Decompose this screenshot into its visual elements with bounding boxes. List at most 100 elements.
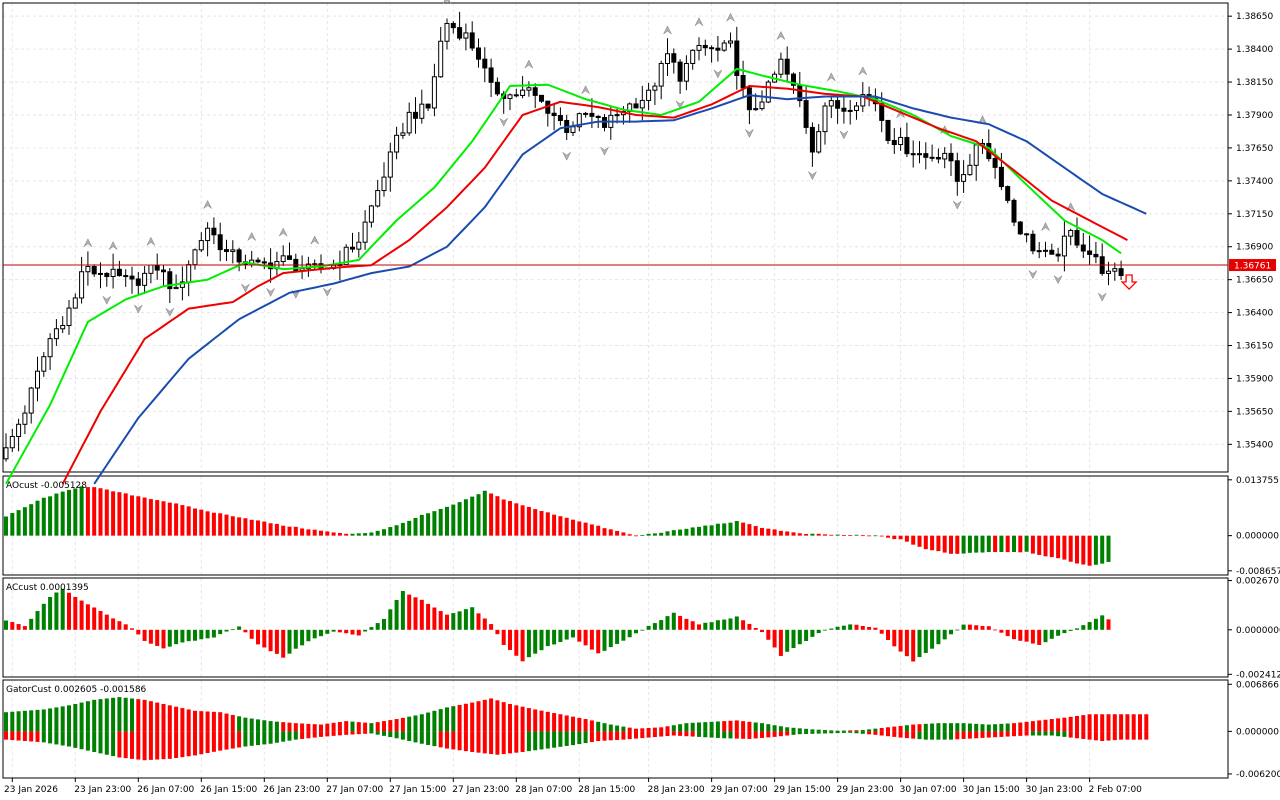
histogram-bar: [690, 621, 695, 630]
candle-bearish: [123, 275, 129, 278]
fractal-up-icon: [524, 59, 534, 69]
fractal-up-icon: [203, 199, 212, 209]
gator-upper-bar: [1043, 719, 1048, 732]
candle-bearish: [425, 103, 431, 109]
pane-frame-gator: [2, 679, 1229, 779]
candle-bullish: [854, 105, 859, 111]
histogram-bar: [545, 629, 550, 647]
gator-lower-bar: [627, 731, 632, 740]
gator-upper-bar: [873, 728, 878, 732]
moving-average-line: [5, 67, 1122, 485]
histogram-bar: [986, 535, 991, 552]
gator-lower-bar: [325, 731, 330, 737]
gator-upper-bar: [1056, 718, 1061, 732]
gator-upper-bar: [363, 722, 368, 732]
gator-upper-bar: [741, 721, 746, 732]
candle-bearish: [482, 58, 488, 69]
histogram-bar: [741, 620, 746, 630]
candle-bearish: [557, 115, 563, 121]
gator-upper-bar: [22, 710, 27, 732]
candle-bullish: [22, 412, 28, 425]
gator-lower-bar: [848, 731, 853, 733]
histogram-bar: [432, 511, 437, 536]
gator-upper-bar: [211, 711, 216, 732]
histogram-bar: [967, 624, 972, 630]
gator-lower-bar: [249, 731, 254, 746]
gator-upper-bar: [715, 721, 720, 732]
gator-upper-bar: [816, 729, 821, 732]
gator-lower-bar: [1119, 731, 1124, 740]
histogram-bar: [60, 588, 65, 630]
histogram-bar: [463, 499, 468, 536]
candle-bearish: [1030, 233, 1036, 252]
histogram-bar: [898, 535, 903, 540]
candle-bearish: [784, 58, 790, 75]
gator-upper-bar: [161, 703, 166, 732]
gator-lower-bar: [892, 731, 897, 737]
histogram-bar: [810, 629, 815, 637]
gator-upper-bar: [293, 723, 298, 732]
gator-upper-bar: [583, 719, 588, 732]
histogram-bar: [369, 532, 374, 536]
gator-lower-bar: [407, 731, 412, 742]
histogram-bar: [873, 535, 878, 537]
gator-upper-bar: [388, 720, 393, 732]
gator-upper-bar: [394, 719, 399, 732]
histogram-bar: [142, 629, 147, 641]
histogram-bar: [363, 533, 368, 536]
gator-upper-bar: [797, 728, 802, 732]
candle-bearish: [910, 153, 916, 156]
histogram-bar: [356, 629, 361, 636]
candle-bearish: [998, 166, 1004, 188]
y-tick-label: 0.006866: [1236, 680, 1279, 690]
histogram-bar: [671, 612, 676, 630]
histogram-bar: [514, 503, 519, 536]
x-tick-label: 23 Jan 2026: [4, 785, 58, 795]
gator-lower-bar: [652, 731, 657, 738]
histogram-bar: [659, 532, 664, 536]
candle-bearish: [261, 261, 267, 264]
fractal-up-icon: [278, 227, 288, 237]
gator-lower-bar: [854, 731, 859, 734]
gator-lower-bar: [4, 731, 8, 740]
time-axis: 23 Jan 2026 23 Jan 23:00 26 Jan 07:00 26 Ja…: [4, 778, 1142, 795]
gator-lower-bar: [558, 731, 563, 747]
main-pane[interactable]: [3, 0, 1228, 485]
histogram-bar: [1043, 535, 1048, 557]
histogram-bar: [841, 625, 846, 630]
histogram-bar: [445, 506, 449, 536]
histogram-bar: [1075, 535, 1079, 564]
gator-upper-bar: [1068, 716, 1073, 732]
gator-upper-bar: [1125, 714, 1130, 732]
candle-bearish: [154, 264, 160, 271]
candle-bullish: [343, 246, 349, 265]
histogram-bar: [734, 616, 739, 630]
gator-lower-bar: [79, 731, 84, 750]
histogram-bar: [10, 622, 15, 630]
x-tick-label: 29 Jan 23:00: [837, 785, 894, 795]
histogram-bar: [293, 526, 298, 536]
histogram-bar: [867, 626, 872, 630]
histogram-bar: [785, 629, 790, 652]
gator-lower-bar: [640, 731, 645, 739]
gator-lower-bar: [489, 731, 494, 755]
candle-bearish: [740, 74, 746, 89]
fractal-down-icon: [839, 130, 849, 140]
gator-lower-bar: [111, 731, 116, 757]
gator-upper-bar: [829, 730, 834, 732]
gator-lower-bar: [589, 731, 594, 743]
gator-upper-bar: [703, 722, 708, 732]
y-tick-label: 0.0026701: [1236, 577, 1280, 587]
gator-upper-bar: [722, 721, 727, 732]
gator-lower-bar: [967, 731, 972, 739]
histogram-bar: [615, 629, 620, 644]
gator-lower-bar: [602, 731, 607, 741]
gator-lower-bar: [445, 731, 449, 749]
gator-upper-bar: [753, 722, 758, 732]
gator-upper-bar: [463, 703, 468, 732]
candle-bullish: [53, 328, 59, 340]
histogram-bar: [237, 626, 242, 630]
y-tick-label: 1.35400: [1236, 440, 1273, 450]
histogram-bar: [892, 629, 897, 647]
